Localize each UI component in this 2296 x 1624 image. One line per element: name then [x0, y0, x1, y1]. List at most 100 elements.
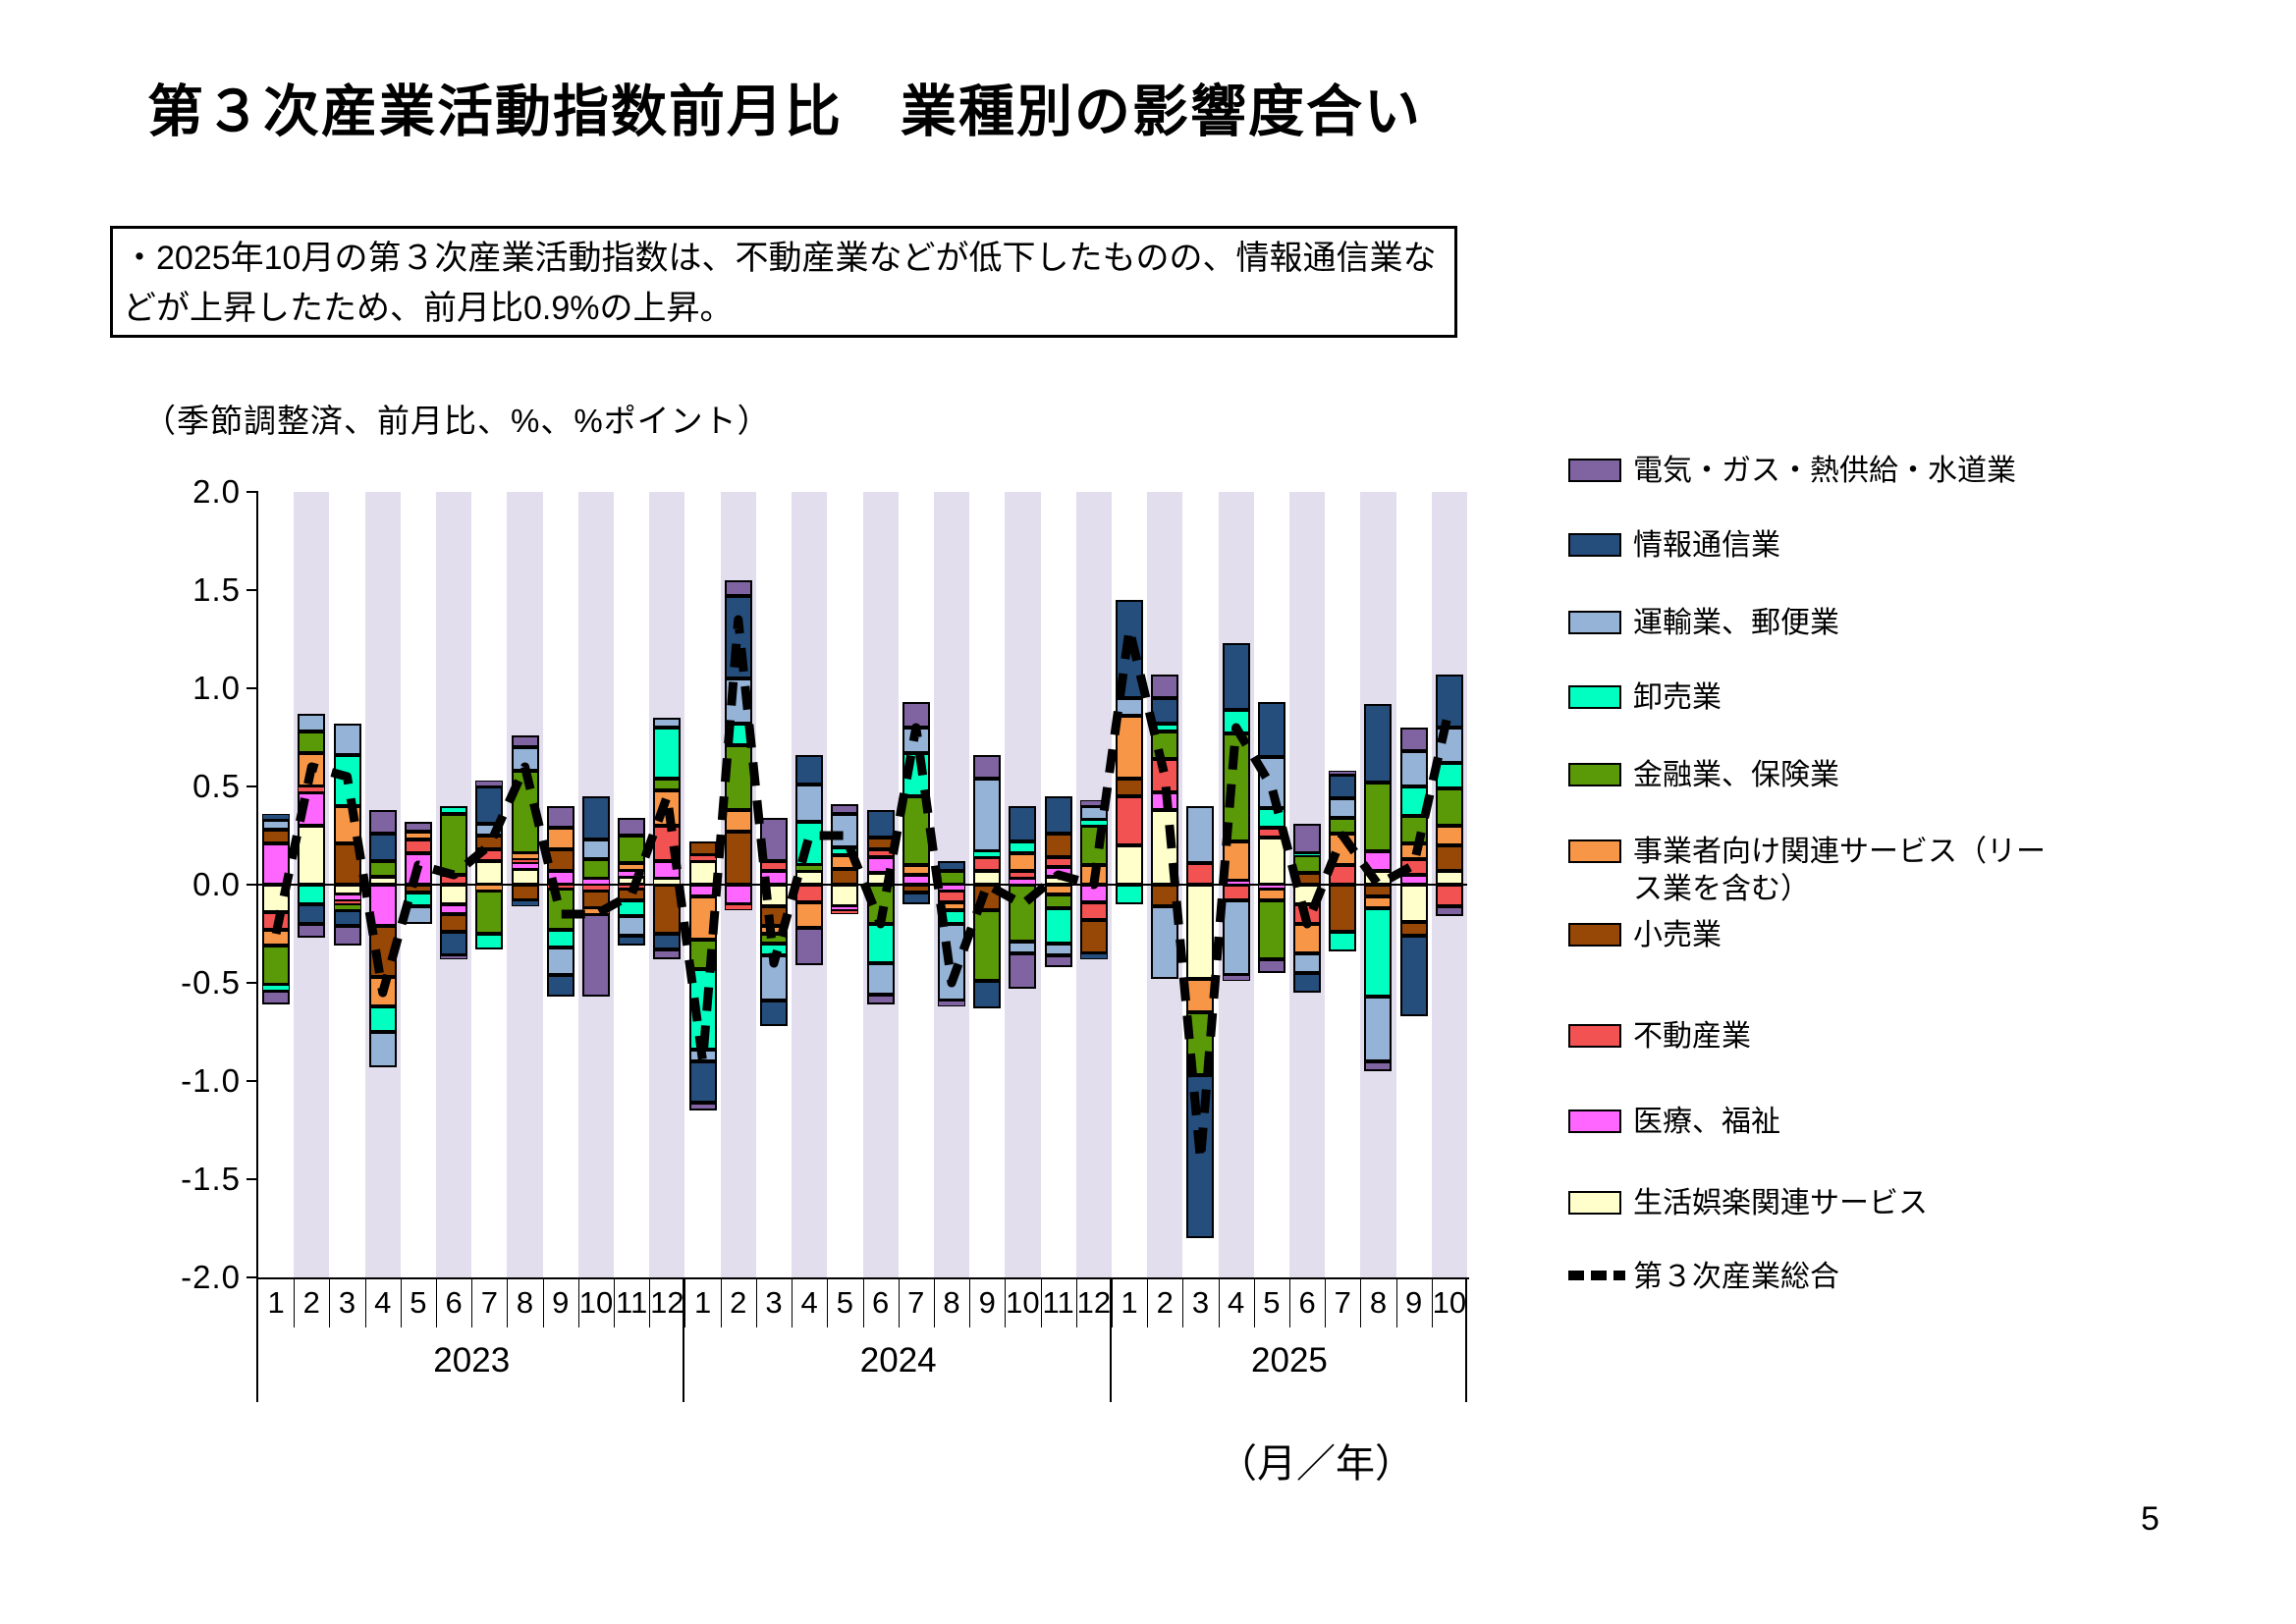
- bar-segment-medical: [1399, 875, 1428, 885]
- legend-label-fin: 金融業、保険業: [1633, 759, 1839, 791]
- bar-segment-whole: [475, 934, 504, 949]
- month-cell-separator: [1075, 1277, 1077, 1327]
- bar-segment-info: [973, 981, 1002, 1008]
- bar-segment-elec: [511, 735, 539, 747]
- bar-segment-retail: [1116, 779, 1144, 796]
- bar-segment-info: [298, 904, 326, 924]
- chart-unit-subtitle: （季節調整済、前月比、%、%ポイント）: [143, 403, 771, 439]
- bar-segment-medical: [902, 875, 930, 885]
- bar-segment-elec: [724, 580, 752, 596]
- bar-segment-medical: [618, 871, 646, 877]
- bar-segment-life: [653, 879, 682, 885]
- page-title: 第３次産業活動指数前月比 業種別の影響度合い: [147, 81, 1422, 143]
- year-label: 2024: [859, 1341, 937, 1380]
- bar-segment-elec: [618, 818, 646, 836]
- bar-segment-whole: [1329, 932, 1357, 951]
- year-boundary-line: [1109, 1277, 1112, 1402]
- bar-segment-fin: [653, 779, 682, 790]
- legend-label-info: 情報通信業: [1633, 529, 1780, 562]
- bar-segment-whole: [973, 851, 1002, 857]
- bar-segment-fin: [546, 889, 574, 930]
- bar-segment-retail: [1079, 920, 1108, 953]
- month-cell-separator: [471, 1277, 473, 1327]
- month-cell-separator: [1325, 1277, 1327, 1327]
- bar-segment-trans: [1116, 698, 1144, 716]
- bar-segment-elec: [795, 928, 824, 965]
- month-cell-separator: [294, 1277, 296, 1327]
- bar-segment-fin: [1435, 788, 1463, 826]
- y-axis-tick: [246, 982, 258, 984]
- bar-segment-info: [1151, 698, 1179, 724]
- bar-segment-trans: [1009, 942, 1037, 953]
- bar-segment-whole: [1116, 885, 1144, 904]
- bar-segment-estate: [1435, 885, 1463, 906]
- bar-segment-estate: [511, 859, 539, 863]
- bar-segment-trans: [1186, 806, 1215, 863]
- bar-segment-trans: [581, 839, 610, 859]
- month-tick-label: 10: [1432, 1285, 1467, 1320]
- bar-segment-estate: [688, 855, 717, 861]
- bar-segment-retail: [1399, 922, 1428, 936]
- year-label: 2023: [433, 1341, 511, 1380]
- legend-label-retail: 小売業: [1633, 919, 1722, 951]
- bar-segment-info: [546, 975, 574, 997]
- legend-swatch-retail: [1568, 923, 1621, 947]
- bar-segment-retail: [1329, 885, 1357, 932]
- summary-note-box: ・2025年10月の第３次産業活動指数は、不動産業などが低下したものの、情報通信…: [110, 226, 1457, 338]
- bar-segment-info: [653, 934, 682, 949]
- bar-segment-biz: [618, 863, 646, 871]
- bar-segment-info: [688, 1061, 717, 1103]
- bar-segment-elec: [1151, 675, 1179, 698]
- bar-segment-fin: [368, 861, 397, 877]
- bar-segment-biz: [1257, 889, 1285, 900]
- bar-segment-info: [1293, 973, 1322, 993]
- year-boundary-line: [683, 1277, 685, 1402]
- bar-segment-fin: [262, 946, 291, 985]
- bar-segment-life: [440, 885, 468, 904]
- month-cell-separator: [329, 1277, 331, 1327]
- legend-label-total: 第３次産業総合: [1633, 1261, 1839, 1293]
- y-tick-label: 0.0: [192, 866, 241, 902]
- bar-segment-retail: [404, 885, 432, 893]
- month-tick-label: 4: [800, 1285, 818, 1320]
- y-axis-tick: [246, 884, 258, 886]
- month-tick-label: 4: [1228, 1285, 1245, 1320]
- month-tick-label: 7: [1334, 1285, 1351, 1320]
- legend-label-medical: 医療、福祉: [1633, 1106, 1780, 1138]
- month-tick-label: 3: [1191, 1285, 1210, 1320]
- bar-segment-retail: [902, 885, 930, 893]
- bar-segment-trans: [866, 963, 895, 995]
- bar-segment-fin: [1257, 900, 1285, 959]
- bar-segment-whole: [440, 806, 468, 814]
- bar-segment-elec: [688, 1103, 717, 1110]
- bar-segment-estate: [1186, 863, 1215, 885]
- bar-segment-fin: [475, 891, 504, 934]
- y-tick-label: 1.0: [192, 670, 241, 706]
- bar-segment-trans: [938, 924, 965, 1001]
- legend-label-trans: 運輸業、郵便業: [1633, 607, 1839, 639]
- bar-segment-fin: [1364, 783, 1393, 851]
- bar-segment-estate: [938, 891, 965, 902]
- bar-segment-info: [581, 796, 610, 839]
- month-tick-label: 10: [578, 1285, 614, 1320]
- bar-segment-life: [1186, 885, 1215, 979]
- bar-segment-retail: [475, 836, 504, 849]
- bar-segment-trans: [831, 814, 859, 847]
- y-tick-label: -1.5: [181, 1161, 241, 1197]
- y-axis-tick: [246, 589, 258, 591]
- bar-segment-trans: [1364, 997, 1393, 1061]
- bar-segment-info: [759, 1001, 788, 1026]
- bar-segment-elec: [368, 810, 397, 834]
- bar-segment-info: [724, 596, 752, 678]
- month-tick-label: 8: [1369, 1285, 1388, 1320]
- y-axis-tick: [246, 491, 258, 493]
- bar-segment-whole: [653, 728, 682, 779]
- y-tick-label: -0.5: [181, 964, 241, 1001]
- bar-segment-biz: [511, 853, 539, 859]
- summary-note-text: ・2025年10月の第３次産業活動指数は、不動産業などが低下したものの、情報通信…: [123, 240, 1437, 327]
- month-cell-separator: [684, 1277, 686, 1327]
- legend-swatch-estate: [1568, 1024, 1621, 1048]
- bar-segment-elec: [1009, 953, 1037, 989]
- bar-segment-retail: [440, 914, 468, 932]
